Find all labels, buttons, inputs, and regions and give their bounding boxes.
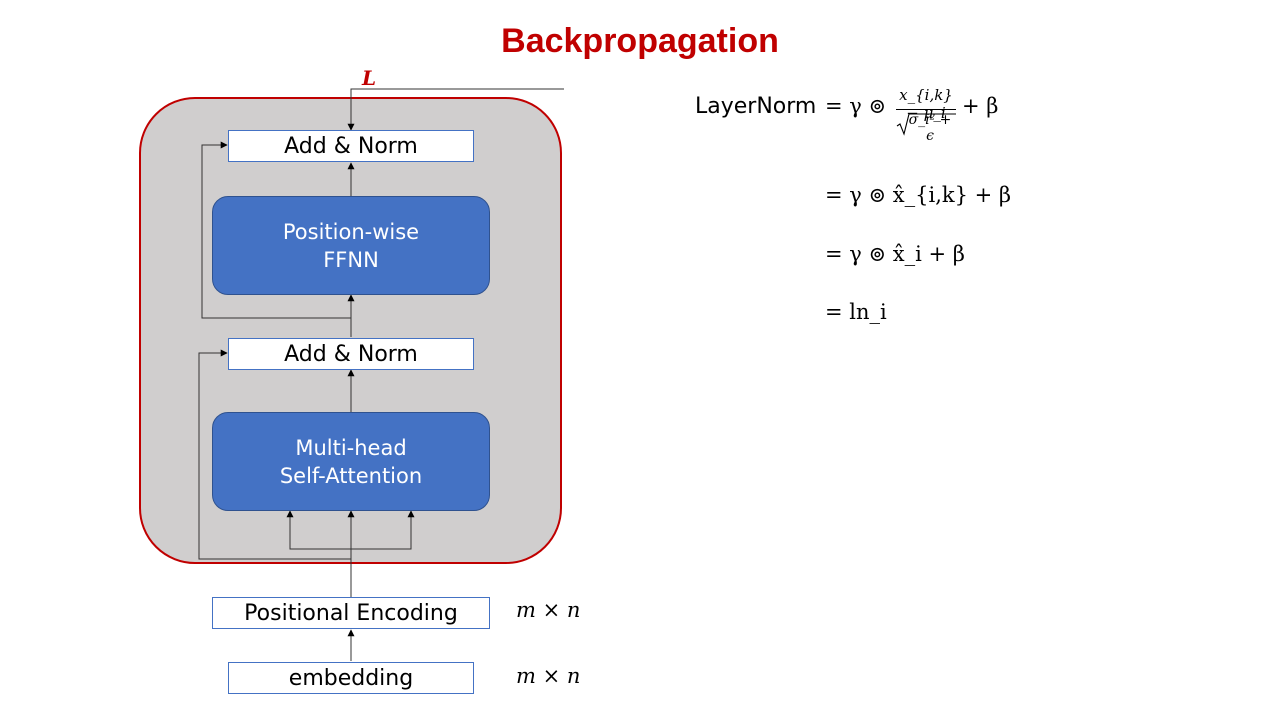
fraction-bar [896,109,956,110]
equation-line1-prefix: = γ ⊚ [825,94,887,118]
pe-dimension-label: m × n [516,598,581,622]
ffnn-label-line1: Position-wise [282,219,420,244]
ffnn-label-line2: FFNN [323,247,379,272]
sqrt-icon [896,113,956,136]
equation-line4: = ln_i [825,300,887,324]
embedding-box: embedding [228,662,474,694]
positional-encoding-box: Positional Encoding [212,597,490,629]
attention-label-line2: Self-Attention [279,463,423,488]
ffnn-box: Position-wise FFNN [212,196,490,295]
add-norm-box-top: Add & Norm [228,130,474,162]
embedding-dimension-label: m × n [516,664,581,688]
layernorm-label: LayerNorm [695,94,817,119]
equation-line2: = γ ⊚ x̂_{i,k} + β [825,183,1012,207]
equation-line1-tail: + β [962,94,999,118]
page-title: Backpropagation [501,22,779,60]
attention-label-line1: Multi-head [295,435,407,460]
loss-line [347,88,564,131]
loss-label: L [362,66,377,90]
fraction-denominator: σ_i² + ϵ [908,112,952,144]
equation-line3: = γ ⊚ x̂_i + β [825,242,965,266]
attention-box: Multi-head Self-Attention [212,412,490,511]
residual-connection-2 [201,141,351,319]
wire-qkv-branch [286,510,351,550]
residual-connection-1 [198,349,351,560]
wire-qkv-branch-right [351,510,415,550]
fraction-numerator: x_{i,k} − μ_i [899,86,953,122]
add-norm-box-bottom: Add & Norm [228,338,474,370]
